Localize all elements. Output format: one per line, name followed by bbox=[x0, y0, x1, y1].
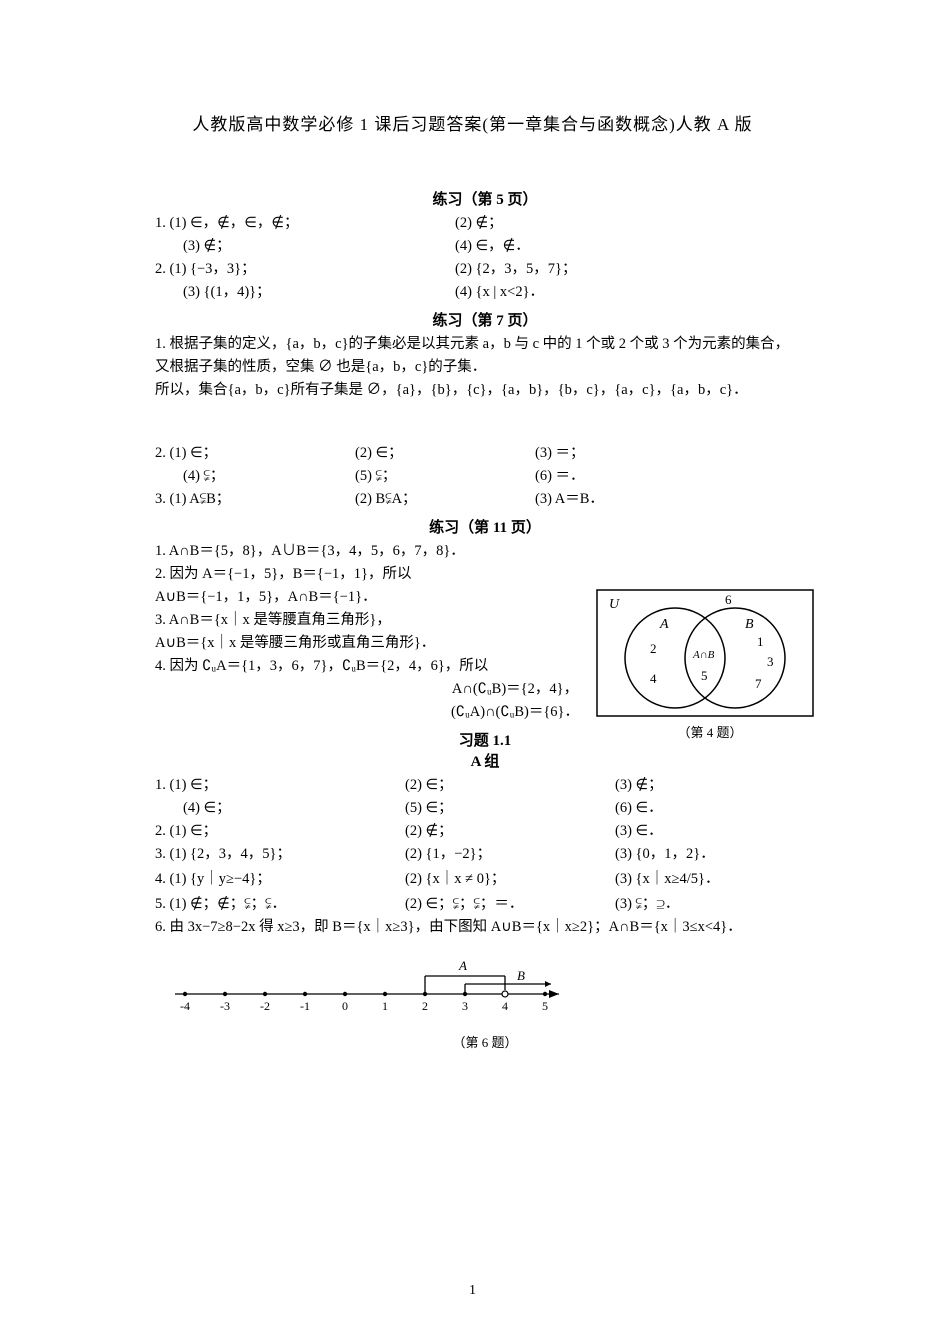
p7-q2-row2: (4) ⫋； (5) ⫋； (6) ＝． bbox=[155, 464, 815, 485]
p5-q1-4: (4) ∈，∉． bbox=[455, 234, 530, 255]
A-q1-4: (4) ∈； bbox=[183, 796, 405, 817]
venn-n2: 2 bbox=[650, 641, 657, 656]
p5-q1-3: (3) ∉； bbox=[183, 234, 455, 255]
p7-q2-1: 2. (1) ∈； bbox=[155, 441, 355, 462]
A-q2-2: (2) ∉； bbox=[405, 819, 615, 840]
p5-q2-2: (2) {2，3，5，7}； bbox=[455, 257, 576, 278]
svg-text:1: 1 bbox=[382, 999, 388, 1013]
venn-label-ab: A∩B bbox=[692, 649, 715, 661]
A-q4-row: 4. (1) {y｜y≥−4}； (2) {x｜x ≠ 0}； (3) {x｜x… bbox=[155, 867, 815, 888]
p5-q2-1: 2. (1) {−3，3}； bbox=[155, 257, 455, 278]
A-q1-row1: 1. (1) ∈； (2) ∈； (3) ∉； bbox=[155, 773, 815, 794]
A-q1-5: (5) ∈； bbox=[405, 796, 615, 817]
p7-q2-row1: 2. (1) ∈； (2) ∈； (3) ＝； bbox=[155, 441, 815, 462]
A-q3-1: 3. (1) {2，3，4，5}； bbox=[155, 842, 405, 863]
venn-svg: U A B A∩B 2 4 5 1 3 7 6 bbox=[595, 588, 815, 718]
section-heading-p7: 练习（第 7 页） bbox=[155, 309, 815, 330]
numberline-svg: -4 -3 -2 -1 0 1 2 3 4 5 A B bbox=[155, 946, 575, 1026]
svg-text:-1: -1 bbox=[300, 999, 310, 1013]
p7-q2-2: (2) ∈； bbox=[355, 441, 535, 462]
p11-q2a: 2. 因为 A＝{−1，5}，B＝{−1，1}，所以 bbox=[155, 562, 815, 583]
A-q1-6: (6) ∈． bbox=[615, 796, 663, 817]
p7-q3-1: 3. (1) A⫋B； bbox=[155, 487, 355, 508]
venn-n3: 3 bbox=[767, 654, 774, 669]
section-heading-p11: 练习（第 11 页） bbox=[155, 516, 815, 537]
p11-q1: 1. A∩B＝{5，8}，A∪B＝{3，4，5，6，7，8}． bbox=[155, 539, 815, 560]
p7-q2-4: (4) ⫋； bbox=[183, 464, 355, 485]
document-title: 人教版高中数学必修 1 课后习题答案(第一章集合与函数概念)人教 A 版 bbox=[0, 110, 945, 135]
section-heading-groupA: A 组 bbox=[155, 750, 815, 771]
page-number: 1 bbox=[0, 1283, 945, 1299]
numberline-caption: （第 6 题） bbox=[155, 1032, 815, 1051]
svg-text:A: A bbox=[458, 958, 467, 973]
p7-q1-line3: 所以，集合{a，b，c}所有子集是 ∅，{a}，{b}，{c}，{a，b}，{b… bbox=[155, 378, 815, 399]
A-q1-1: 1. (1) ∈； bbox=[155, 773, 405, 794]
venn-label-b: B bbox=[745, 617, 754, 632]
p7-q2-3: (3) ＝； bbox=[535, 441, 585, 462]
p5-q2-row2: (3) {(1，4)}； (4) {x | x<2}． bbox=[155, 280, 815, 301]
venn-label-a: A bbox=[659, 617, 669, 632]
p5-q1-row1: 1. (1) ∈，∉，∈，∉； (2) ∉； bbox=[155, 211, 815, 232]
A-q3-row: 3. (1) {2，3，4，5}； (2) {1，−2}； (3) {0，1，2… bbox=[155, 842, 815, 863]
svg-text:0: 0 bbox=[342, 999, 348, 1013]
venn-caption: （第 4 题） bbox=[595, 722, 825, 741]
document-body: 练习（第 5 页） 1. (1) ∈，∉，∈，∉； (2) ∉； (3) ∉； … bbox=[155, 180, 815, 1051]
A-q3-2: (2) {1，−2}； bbox=[405, 842, 615, 863]
p7-q2-5: (5) ⫋； bbox=[355, 464, 535, 485]
p7-q1-line2: 又根据子集的性质，空集 ∅ 也是{a，b，c}的子集． bbox=[155, 355, 815, 376]
svg-text:-4: -4 bbox=[180, 999, 190, 1013]
A-q1-3: (3) ∉； bbox=[615, 773, 663, 794]
A-q1-row2: (4) ∈； (5) ∈； (6) ∈． bbox=[155, 796, 815, 817]
page: 人教版高中数学必修 1 课后习题答案(第一章集合与函数概念)人教 A 版 练习（… bbox=[0, 0, 945, 1339]
p5-q1-row2: (3) ∉； (4) ∈，∉． bbox=[155, 234, 815, 255]
p7-q1-line1: 1. 根据子集的定义，{a，b，c}的子集必是以其元素 a，b 与 c 中的 1… bbox=[155, 332, 815, 353]
svg-text:-3: -3 bbox=[220, 999, 230, 1013]
svg-text:-2: -2 bbox=[260, 999, 270, 1013]
A-q5-3: (3) ⫋；⊇． bbox=[615, 892, 679, 913]
venn-figure: U A B A∩B 2 4 5 1 3 7 6 （第 4 题） bbox=[595, 588, 825, 741]
p7-q3-2: (2) B⫋A； bbox=[355, 487, 535, 508]
svg-text:2: 2 bbox=[422, 999, 428, 1013]
p7-q3-3: (3) A＝B． bbox=[535, 487, 604, 508]
venn-n5: 5 bbox=[701, 668, 708, 683]
A-q5-row: 5. (1) ∉；∉；⫋；⫋． (2) ∈；⫋；⫋；＝． (3) ⫋；⊇． bbox=[155, 892, 815, 913]
svg-text:3: 3 bbox=[462, 999, 468, 1013]
venn-n4: 4 bbox=[650, 671, 657, 686]
numberline-figure: -4 -3 -2 -1 0 1 2 3 4 5 A B （第 6 题） bbox=[155, 946, 815, 1051]
A-q5-2: (2) ∈；⫋；⫋；＝． bbox=[405, 892, 615, 913]
venn-label-u: U bbox=[609, 597, 620, 612]
p5-q2-row1: 2. (1) {−3，3}； (2) {2，3，5，7}； bbox=[155, 257, 815, 278]
A-q2-3: (3) ∈． bbox=[615, 819, 663, 840]
p7-q2-6: (6) ＝． bbox=[535, 464, 585, 485]
svg-text:5: 5 bbox=[542, 999, 548, 1013]
svg-text:4: 4 bbox=[502, 999, 508, 1013]
A-q2-1: 2. (1) ∈； bbox=[155, 819, 405, 840]
svg-text:B: B bbox=[517, 968, 525, 983]
venn-n7: 7 bbox=[755, 676, 762, 691]
spacer bbox=[155, 401, 815, 439]
p5-q2-4: (4) {x | x<2}． bbox=[455, 280, 544, 301]
A-q1-2: (2) ∈； bbox=[405, 773, 615, 794]
A-q5-1: 5. (1) ∉；∉；⫋；⫋． bbox=[155, 892, 405, 913]
venn-n6: 6 bbox=[725, 592, 732, 607]
A-q4-2: (2) {x｜x ≠ 0}； bbox=[405, 867, 615, 888]
A-q2-row: 2. (1) ∈； (2) ∉； (3) ∈． bbox=[155, 819, 815, 840]
p5-q2-3: (3) {(1，4)}； bbox=[183, 280, 455, 301]
p5-q1-1: 1. (1) ∈，∉，∈，∉； bbox=[155, 211, 455, 232]
A-q3-3: (3) {0，1，2}． bbox=[615, 842, 715, 863]
section-heading-p5: 练习（第 5 页） bbox=[155, 188, 815, 209]
p5-q1-2: (2) ∉； bbox=[455, 211, 503, 232]
A-q4-3: (3) {x｜x≥4/5}． bbox=[615, 867, 719, 888]
p7-q3-row: 3. (1) A⫋B； (2) B⫋A； (3) A＝B． bbox=[155, 487, 815, 508]
A-q4-1: 4. (1) {y｜y≥−4}； bbox=[155, 867, 405, 888]
venn-n1: 1 bbox=[757, 634, 764, 649]
A-q6: 6. 由 3x−7≥8−2x 得 x≥3，即 B＝{x｜x≥3}，由下图知 A∪… bbox=[155, 915, 815, 936]
